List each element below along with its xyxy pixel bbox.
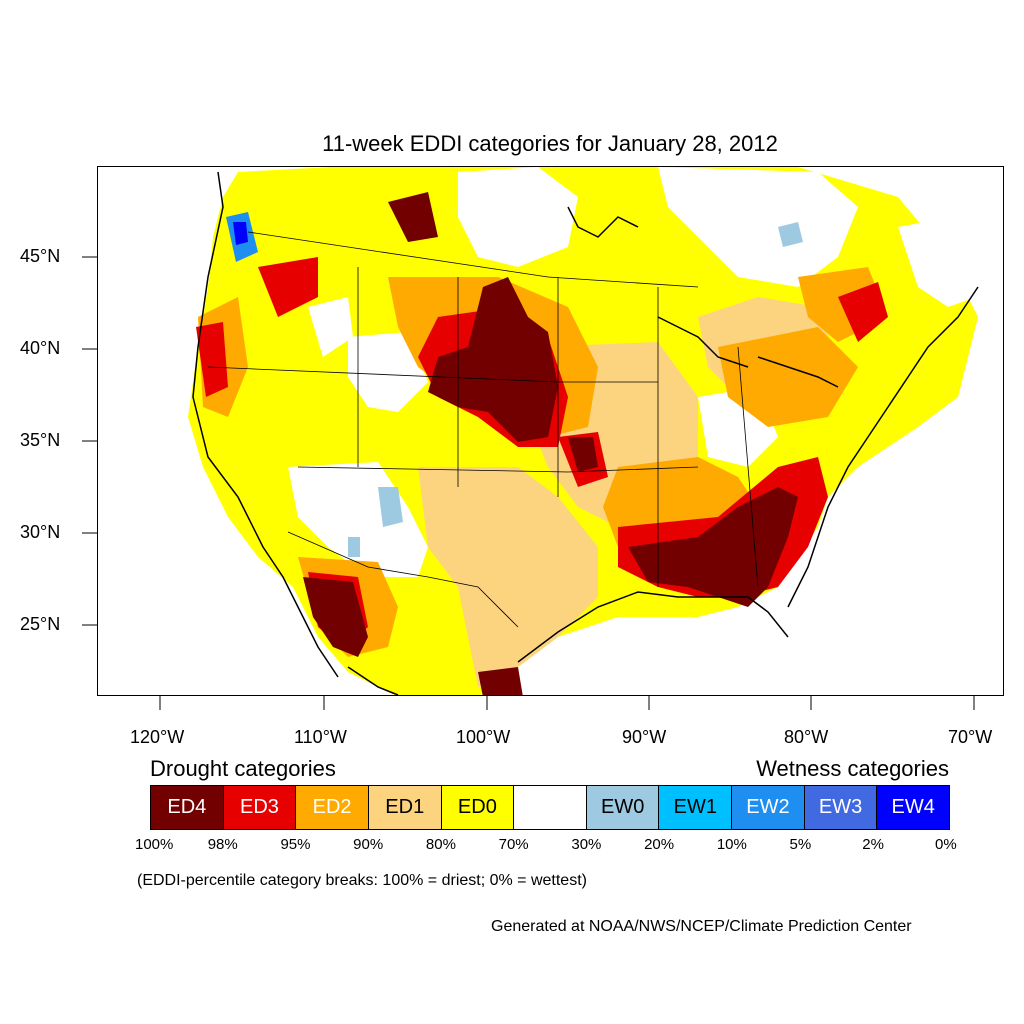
coastline <box>517 591 789 663</box>
ed4-region <box>428 277 558 442</box>
ed3-region <box>258 257 318 317</box>
percent-break-label: 10% <box>716 836 747 853</box>
ew4-region <box>233 222 248 245</box>
normal-region <box>458 167 578 267</box>
coastline <box>192 171 339 678</box>
lat-label-35: 35°N <box>20 430 61 450</box>
coastline <box>787 286 979 608</box>
ed4-region <box>628 487 798 607</box>
legend-colorbar: ED4 ED3 ED2 ED1 ED0 EW0 EW1 EW2 EW3 EW4 <box>150 785 950 830</box>
ew0-region <box>348 537 360 557</box>
normal-region <box>898 207 1003 307</box>
legend-swatch: EW4 <box>877 786 950 829</box>
mexico-border <box>287 531 519 628</box>
ed4-region <box>388 192 438 242</box>
ed2-region <box>718 327 858 427</box>
state-borders <box>297 466 699 473</box>
legend-swatch: EW1 <box>659 786 733 829</box>
lon-label-110w: 110°W <box>294 727 347 747</box>
lon-label-70w: 70°W <box>948 727 993 747</box>
credit-line: Generated at NOAA/NWS/NCEP/Climate Predi… <box>491 918 912 935</box>
legend-swatch: EW3 <box>804 786 878 829</box>
percent-break-label: 95% <box>280 836 311 853</box>
ed4-region <box>303 577 368 657</box>
percent-break-label: 30% <box>571 836 602 853</box>
ed1-region <box>418 467 598 687</box>
lat-label-45: 45°N <box>20 246 61 266</box>
legend-swatch: ED2 <box>296 786 369 829</box>
percent-break-label: 98% <box>207 836 238 853</box>
ed3-region <box>196 322 228 397</box>
normal-region <box>308 297 353 357</box>
wetness-heading: Wetness categories <box>756 756 949 781</box>
great-lakes <box>657 316 749 368</box>
percent-break-label: 70% <box>498 836 529 853</box>
drought-heading: Drought categories <box>150 756 336 781</box>
legend-swatch: ED4 <box>151 786 224 829</box>
percent-break-label: 0% <box>935 836 957 853</box>
legend-swatch: EW2 <box>732 786 805 829</box>
great-lakes <box>567 206 639 238</box>
percent-break-label: 2% <box>862 836 884 853</box>
legend-swatch: ED0 <box>441 786 515 829</box>
lon-label-100w: 100°W <box>456 727 511 747</box>
great-lakes <box>757 356 839 388</box>
legend-swatch: EW0 <box>586 786 660 829</box>
percent-break-label: 80% <box>425 836 456 853</box>
normal-region <box>658 167 858 287</box>
axis-ticks <box>82 256 975 710</box>
percent-break-label: 100% <box>135 836 174 853</box>
percent-break-label: 20% <box>644 836 675 853</box>
ed4-region <box>568 437 598 472</box>
lon-label-120w: 120°W <box>130 727 185 747</box>
coastline <box>347 666 399 695</box>
lon-label-90w: 90°W <box>622 727 667 747</box>
legend-swatch: ED1 <box>368 786 442 829</box>
percent-break-label: 5% <box>789 836 812 853</box>
eddi-map <box>97 166 1004 696</box>
category-note: (EDDI-percentile category breaks: 100% =… <box>137 872 587 889</box>
percent-break-label: 90% <box>353 836 384 853</box>
ew0-region <box>378 487 403 527</box>
eddi-map-graphic <box>188 167 1003 695</box>
state-borders <box>737 346 759 588</box>
ed4-region <box>478 667 523 695</box>
legend-swatch <box>514 786 587 829</box>
normal-region <box>348 332 428 412</box>
legend-swatch: ED3 <box>223 786 297 829</box>
lat-label-40: 40°N <box>20 338 61 358</box>
ew0-region <box>778 222 803 247</box>
map-title: 11-week EDDI categories for January 28, … <box>322 131 778 156</box>
lon-label-80w: 80°W <box>784 727 829 747</box>
ed3-region <box>838 282 888 342</box>
state-borders <box>247 231 699 288</box>
lat-label-25: 25°N <box>20 614 61 634</box>
lat-label-30: 30°N <box>20 522 61 542</box>
